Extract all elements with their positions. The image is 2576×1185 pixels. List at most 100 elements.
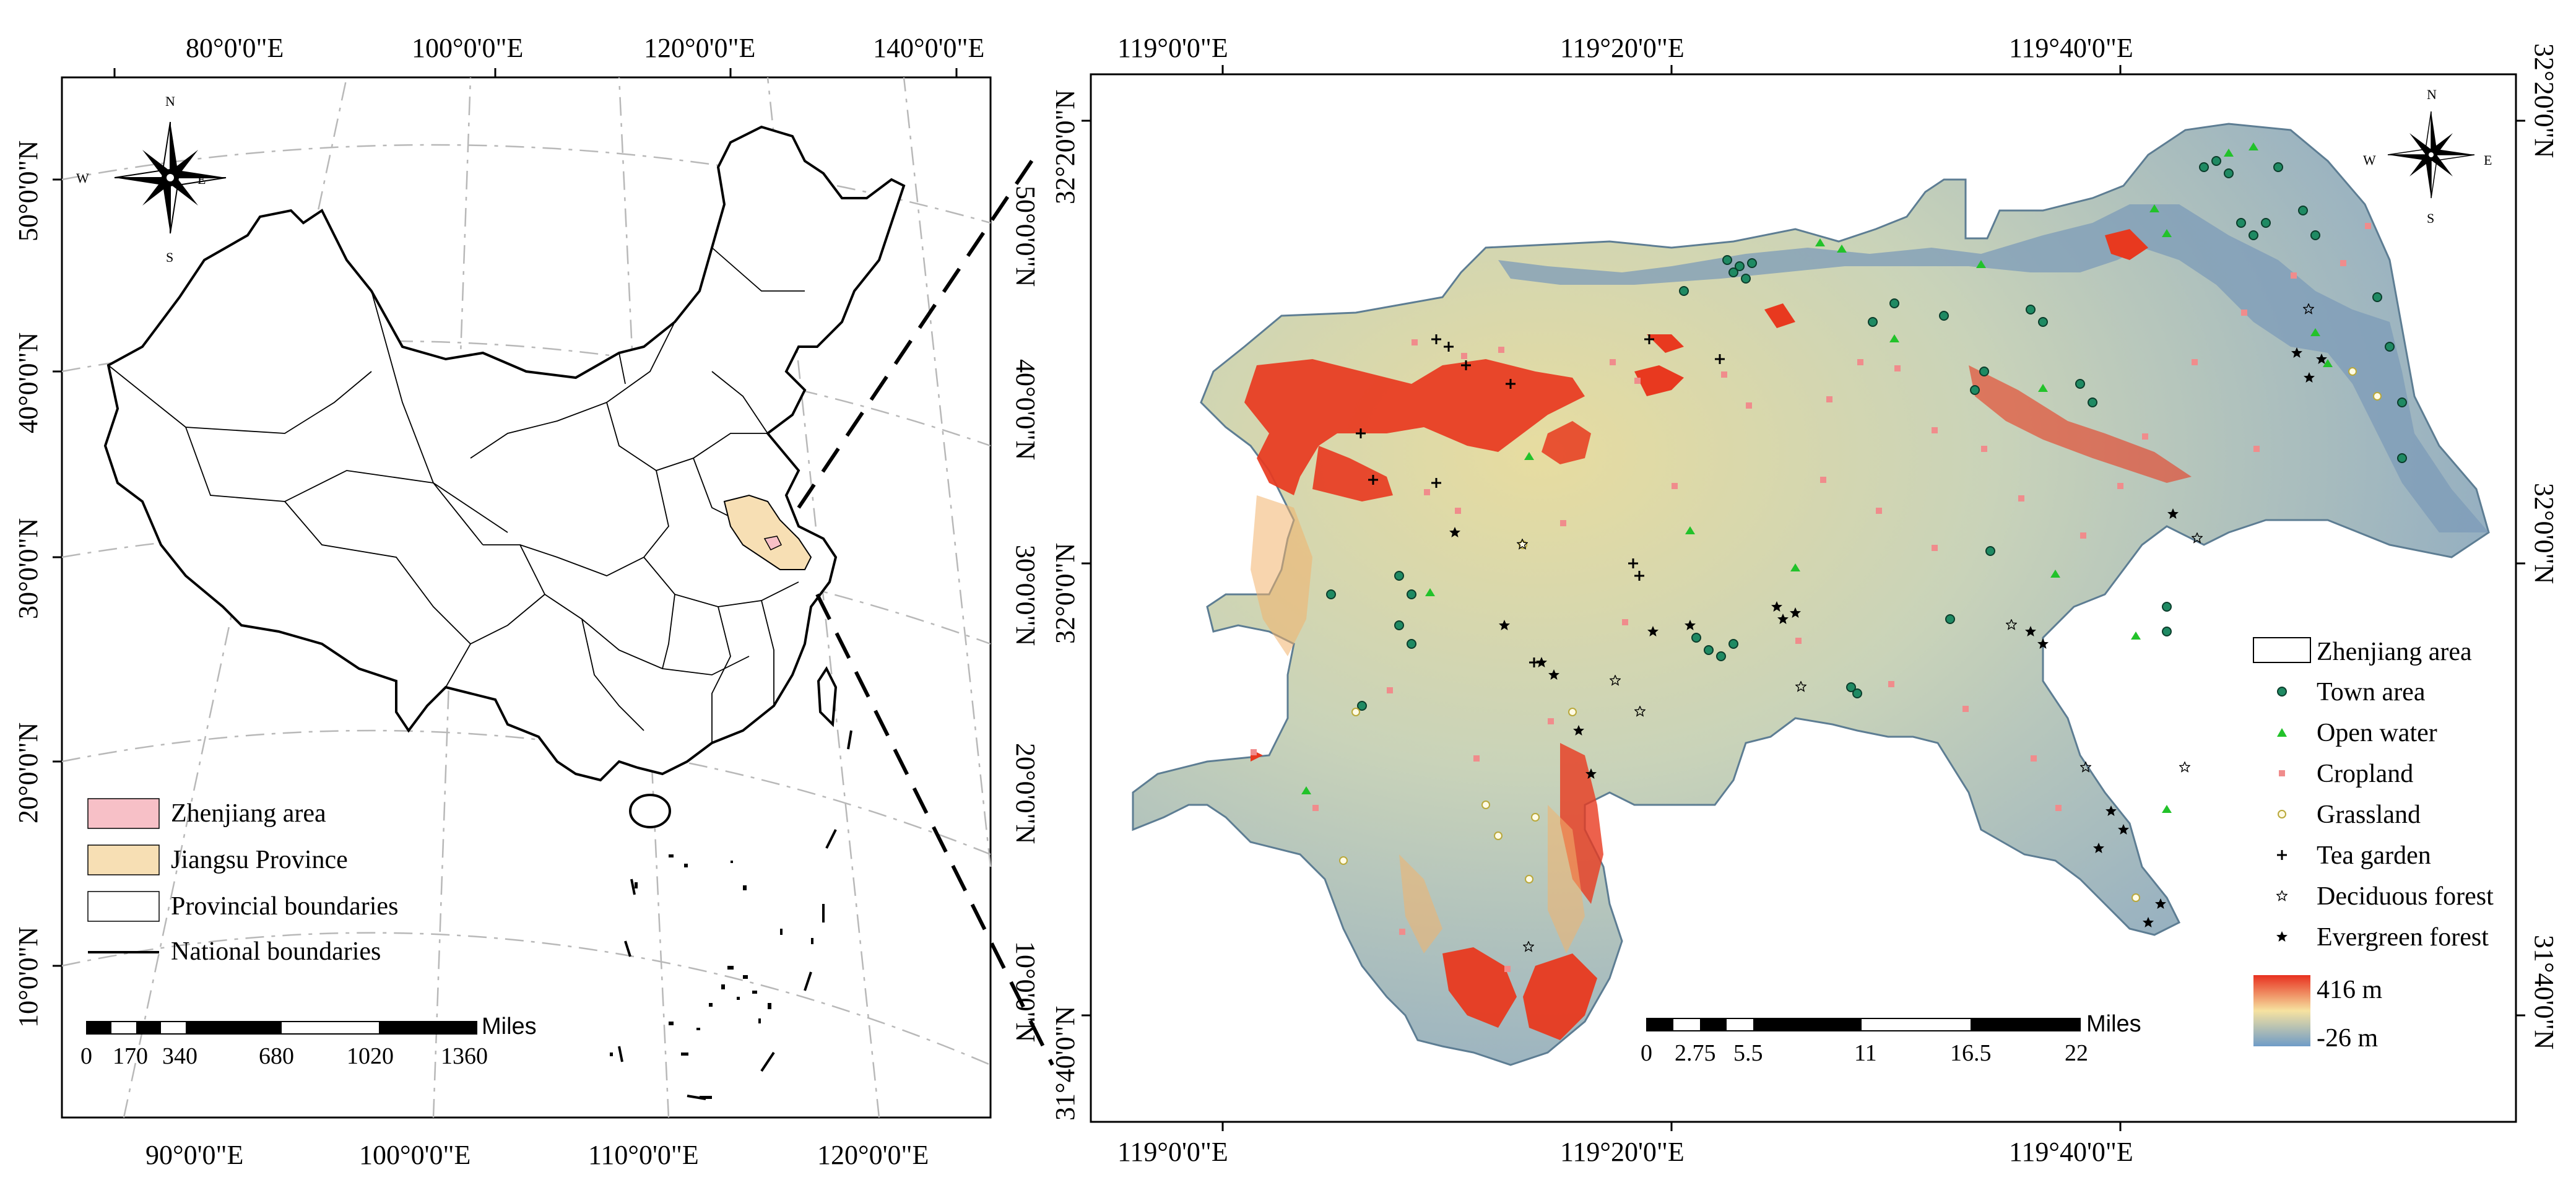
right-south-label: S bbox=[2427, 211, 2434, 226]
right-right-lat-0: 32°20'0"N bbox=[2529, 43, 2559, 158]
sample-points-crop bbox=[1251, 223, 2371, 972]
right-left-lat-1: 32°0'0"N bbox=[1050, 543, 1080, 644]
left-east-label: E bbox=[197, 171, 206, 187]
left-ticks bbox=[53, 68, 958, 967]
right-scale-tick-3: 11 bbox=[1854, 1040, 1877, 1066]
left-lat-2: 30°0'0"N bbox=[13, 518, 43, 619]
legend-marker-crop bbox=[2279, 770, 2285, 776]
left-top-lon-0: 80°0'0"E bbox=[186, 33, 284, 63]
right-lat-3: 20°0'0"N bbox=[1010, 743, 1041, 844]
zhenjiang-area bbox=[763, 536, 783, 550]
china-outline bbox=[103, 125, 906, 782]
legend-box-zhenjiang bbox=[2253, 637, 2311, 663]
left-legend: Zhenjiang area Jiangsu Province Provinci… bbox=[87, 798, 398, 966]
left-lat-0: 50°0'0"N bbox=[13, 141, 43, 241]
left-legend-jiangsu: Jiangsu Province bbox=[171, 846, 348, 874]
left-top-lon-2: 120°0'0"E bbox=[644, 33, 755, 63]
right-legend-tea: Tea garden bbox=[2317, 841, 2431, 870]
zhenjiang-terrain bbox=[1132, 123, 2490, 1066]
left-lat-3: 20°0'0"N bbox=[13, 723, 43, 823]
right-east-label: E bbox=[2484, 152, 2492, 168]
right-legend-crop: Cropland bbox=[2317, 760, 2413, 788]
jiangsu-province bbox=[723, 494, 812, 570]
right-bottom-lon-0: 119°0'0"E bbox=[1117, 1137, 1228, 1167]
left-bottom-lon-3: 120°0'0"E bbox=[817, 1140, 929, 1170]
right-left-lat-0: 32°20'0"N bbox=[1050, 90, 1080, 204]
right-scale-unit: Miles bbox=[2086, 1011, 2141, 1037]
left-scale-tick-0: 0 bbox=[80, 1043, 92, 1069]
right-north-arrow: N S W E bbox=[2363, 87, 2492, 226]
left-scale-unit: Miles bbox=[482, 1014, 537, 1040]
left-scale-tick-3: 680 bbox=[259, 1043, 294, 1069]
right-lat-1: 40°0'0"N bbox=[1010, 359, 1041, 460]
right-top-lon-2: 119°40'0"E bbox=[2009, 33, 2133, 63]
left-scale-bar: Miles 0 170 340 680 1020 1360 bbox=[80, 1014, 537, 1069]
zoom-connector-line bbox=[797, 147, 1042, 509]
right-north-label: N bbox=[2427, 87, 2437, 102]
legend-swatch-zhenjiang bbox=[87, 798, 160, 829]
right-legend-grass: Grassland bbox=[2317, 801, 2421, 829]
right-lat-2: 30°0'0"N bbox=[1010, 545, 1041, 646]
left-scale-tick-2: 340 bbox=[162, 1043, 197, 1069]
right-top-lon-0: 119°0'0"E bbox=[1117, 33, 1228, 63]
right-bottom-lon-2: 119°40'0"E bbox=[2009, 1137, 2133, 1167]
right-legend: Zhenjiang area Town area Open water Crop… bbox=[2253, 637, 2494, 1053]
right-right-lat-1: 32°0'0"N bbox=[2529, 483, 2559, 584]
right-scale-tick-1: 2.75 bbox=[1675, 1040, 1716, 1066]
elevation-min-label: -26 m bbox=[2317, 1024, 2378, 1053]
right-lat-0: 50°0'0"N bbox=[1010, 186, 1041, 287]
left-lat-1: 40°0'0"N bbox=[13, 332, 43, 433]
left-north-arrow: N S W E bbox=[76, 93, 227, 265]
legend-marker-town bbox=[2277, 687, 2287, 697]
foothill-zones bbox=[1251, 495, 1585, 953]
right-scale-tick-5: 22 bbox=[2065, 1040, 2088, 1066]
right-legend-water: Open water bbox=[2317, 719, 2437, 747]
zoom-connector-line-2 bbox=[815, 593, 1054, 1066]
right-legend-zhenjiang: Zhenjiang area bbox=[2317, 638, 2472, 666]
left-legend-provincial: Provincial boundaries bbox=[171, 892, 398, 921]
elevation-max-label: 416 m bbox=[2317, 976, 2383, 1004]
right-scale-bar: Miles 0 2.75 5.5 11 16.5 22 bbox=[1641, 1011, 2141, 1066]
left-scale-tick-4: 1020 bbox=[347, 1043, 394, 1069]
high-elevation-zones bbox=[1244, 229, 2192, 1040]
legend-swatch-provincial bbox=[87, 891, 160, 922]
right-scale-tick-0: 0 bbox=[1641, 1040, 1652, 1066]
right-ticks bbox=[1082, 65, 2525, 1131]
legend-marker-grass bbox=[2278, 810, 2286, 818]
south-sea-islands bbox=[610, 854, 813, 1099]
sample-points-tea bbox=[1356, 334, 1725, 667]
hainan-island bbox=[629, 794, 671, 828]
left-north-label: N bbox=[165, 93, 175, 109]
right-top-lon-1: 119°20'0"E bbox=[1560, 33, 1685, 63]
left-map-panel: N S W E Zhenjiang area Jiangsu Province … bbox=[13, 33, 1041, 1170]
right-map-panel: N S W E Zhenjiang area Town area Open wa… bbox=[1050, 33, 2559, 1167]
right-west-label: W bbox=[2363, 152, 2376, 168]
yangtze-river bbox=[1498, 204, 2489, 532]
left-legend-national: National boundaries bbox=[171, 937, 381, 966]
elevation-color-ramp bbox=[2253, 975, 2310, 1046]
sample-points-town bbox=[1326, 156, 2407, 711]
left-west-label: W bbox=[76, 170, 89, 186]
left-bottom-lon-1: 100°0'0"E bbox=[359, 1140, 471, 1170]
right-right-lat-2: 31°40'0"N bbox=[2529, 935, 2559, 1049]
left-top-lon-3: 140°0'0"E bbox=[873, 33, 984, 63]
left-bottom-lon-2: 110°0'0"E bbox=[588, 1140, 699, 1170]
legend-marker-water bbox=[2277, 728, 2287, 737]
right-scale-tick-4: 16.5 bbox=[1950, 1040, 1992, 1066]
legend-swatch-jiangsu bbox=[87, 844, 160, 875]
sample-points-grass bbox=[1339, 367, 2382, 902]
right-legend-deciduous: Deciduous forest bbox=[2317, 882, 2494, 911]
right-bottom-lon-1: 119°20'0"E bbox=[1560, 1137, 1685, 1167]
left-scale-tick-5: 1360 bbox=[441, 1043, 488, 1069]
left-scale-tick-1: 170 bbox=[113, 1043, 148, 1069]
right-legend-town: Town area bbox=[2317, 678, 2426, 706]
right-scale-tick-2: 5.5 bbox=[1733, 1040, 1763, 1066]
right-left-lat-2: 31°40'0"N bbox=[1050, 1006, 1080, 1121]
left-top-lon-1: 100°0'0"E bbox=[412, 33, 523, 63]
left-legend-zhenjiang: Zhenjiang area bbox=[171, 799, 326, 828]
taiwan-island bbox=[817, 666, 838, 727]
left-bottom-lon-0: 90°0'0"E bbox=[145, 1140, 243, 1170]
left-lat-4: 10°0'0"N bbox=[13, 927, 43, 1028]
sample-points-water bbox=[1301, 142, 2333, 813]
